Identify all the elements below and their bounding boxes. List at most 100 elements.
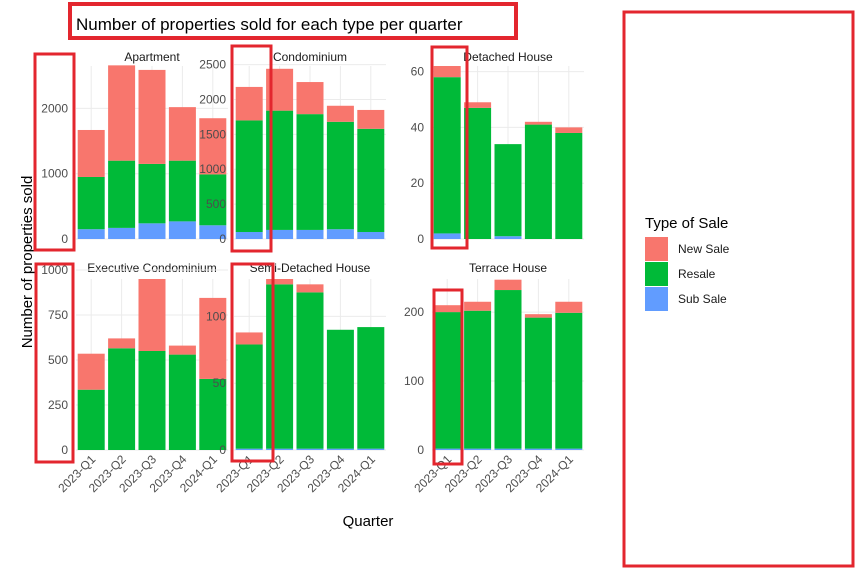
facet-title: Terrace House [469,261,547,275]
bar-segment-resale [108,348,136,450]
bar-segment-sub-sale [235,232,263,239]
x-axis-title: Quarter [343,513,394,530]
bar-segment-new-sale [524,314,552,318]
bar-segment-new-sale [235,86,263,121]
y-axis-highlight-box [33,52,76,252]
bar-segment-resale [464,310,492,449]
bar-segment-new-sale [199,297,227,379]
y-tick-label: 2500 [199,58,226,72]
bar-segment-new-sale [138,279,166,351]
facet-panel: Terrace House01002002023-Q12023-Q22023-Q… [404,261,584,495]
y-tick-label: 0 [61,443,68,457]
y-tick-label: 100 [206,309,226,323]
legend: New Sale Resale Sub Sale [645,237,730,311]
y-tick-label: 0 [417,232,424,246]
bar-segment-resale [524,317,552,449]
bar-segment-resale [138,163,166,224]
bar-segment-new-sale [296,82,324,115]
bar-segment-resale [494,144,522,237]
bar-segment-new-sale [357,109,385,129]
facet-title: Semi-Detached House [250,261,371,275]
bar-segment-new-sale [524,121,552,125]
bar-segment-new-sale [138,69,166,164]
y-tick-label: 100 [404,374,424,388]
bar-segment-new-sale [235,332,263,345]
bar-segment-sub-sale [357,232,385,239]
y-tick-label: 60 [411,65,425,79]
y-tick-label: 1000 [41,167,68,181]
legend-label: Resale [678,267,716,281]
bar-segment-sub-sale [296,448,324,450]
bar-segment-sub-sale [138,223,166,239]
y-tick-label: 2000 [199,92,226,106]
bar-segment-new-sale [77,353,105,390]
y-tick-label: 0 [417,443,424,457]
bar-segment-sub-sale [168,221,196,239]
bar-segment-sub-sale [433,233,461,239]
bar-segment-resale [326,121,354,230]
bar-segment-new-sale [266,279,294,285]
y-tick-label: 750 [48,308,68,322]
bar-segment-resale [108,160,136,228]
bar-segment-resale [357,128,385,233]
y-tick-label: 500 [48,353,68,367]
facet-title: Detached House [463,50,553,64]
bar-segment-sub-sale [494,448,522,450]
bar-segment-resale [77,176,105,230]
bar-segment-resale [326,329,354,449]
bar-segment-sub-sale [77,229,105,239]
legend-label: Sub Sale [678,292,727,306]
bar-segment-resale [168,354,196,450]
bar-segment-new-sale [464,102,492,108]
bar-segment-resale [199,378,227,450]
legend-title: Type of Sale [645,215,728,232]
facet-panel: Executive Condominium025050075010002023-… [41,261,228,495]
y-tick-label: 1000 [41,263,68,277]
bar-segment-new-sale [168,345,196,355]
bar-segment-resale [235,120,263,233]
y-tick-label: 20 [411,176,425,190]
bar-segment-new-sale [433,66,461,78]
bar-segment-sub-sale [326,448,354,450]
y-tick-label: 500 [206,197,226,211]
legend-highlight-box [622,10,855,568]
bar-segment-new-sale [77,129,105,177]
bar-segment-sub-sale [464,448,492,450]
bar-segment-sub-sale [266,229,294,239]
bar-segment-resale [433,312,461,449]
bar-segment-sub-sale [524,448,552,450]
bar-segment-resale [433,77,461,234]
highlight-boxes [33,2,855,568]
bar-segment-sub-sale [433,448,461,450]
y-tick-label: 0 [219,232,226,246]
bar-segment-sub-sale [494,236,522,239]
chart-title: Number of properties sold for each type … [76,15,463,34]
bar-segment-new-sale [199,118,227,175]
bar-segment-new-sale [464,301,492,311]
bar-segment-resale [524,124,552,239]
y-axis-highlight-box [34,262,75,464]
y-axis-highlight-box [230,44,273,253]
bar-segment-resale [199,174,227,226]
bar-segment-resale [296,114,324,230]
bar-segment-resale [168,160,196,222]
bar-segment-resale [77,389,105,450]
y-tick-label: 250 [48,398,68,412]
bar-segment-sub-sale [266,448,294,450]
y-tick-label: 200 [404,305,424,319]
bar-segment-sub-sale [235,448,263,450]
facet-panel: Detached House 0 20 40 60 [411,50,584,246]
y-axis-title: Number of properties sold [19,176,36,349]
facet-title: Executive Condominium [87,261,216,275]
legend-swatch-new-sale [645,237,668,261]
facet-title: Condominium [273,50,347,64]
bar-segment-sub-sale [357,448,385,450]
y-tick-label: 0 [219,443,226,457]
bar-segment-resale [555,132,583,239]
bar-segment-resale [494,290,522,449]
bar-segment-sub-sale [326,229,354,239]
y-tick-label: 50 [213,376,227,390]
bar-segment-new-sale [108,338,136,349]
y-axis-highlight-box [230,262,275,463]
